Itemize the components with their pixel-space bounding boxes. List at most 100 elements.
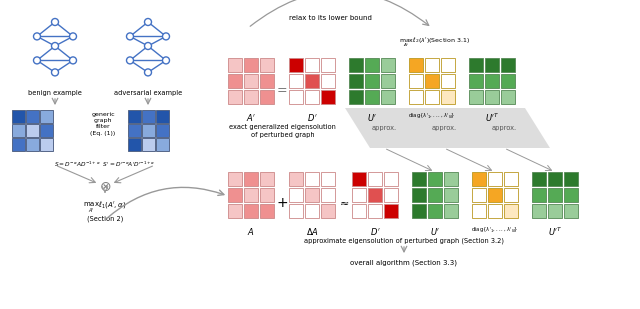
Bar: [260, 204, 274, 218]
Bar: [228, 58, 242, 72]
Bar: [260, 172, 274, 186]
Bar: [564, 188, 578, 202]
Bar: [156, 124, 169, 137]
Text: $\max_{A'}\ell_2(\lambda')$(Section 3.1): $\max_{A'}\ell_2(\lambda')$(Section 3.1): [399, 35, 469, 49]
Bar: [412, 188, 426, 202]
Bar: [260, 90, 274, 104]
Bar: [305, 58, 319, 72]
Bar: [305, 90, 319, 104]
Bar: [142, 124, 155, 137]
Bar: [228, 204, 242, 218]
Circle shape: [145, 19, 152, 26]
Bar: [365, 74, 379, 88]
Bar: [12, 138, 25, 151]
Bar: [128, 110, 141, 123]
Bar: [349, 74, 363, 88]
Bar: [289, 74, 303, 88]
Circle shape: [163, 33, 170, 40]
Bar: [321, 90, 335, 104]
Bar: [352, 204, 366, 218]
Bar: [321, 74, 335, 88]
Bar: [142, 138, 155, 151]
Circle shape: [163, 57, 170, 64]
Text: $U'$: $U'$: [430, 226, 440, 237]
Bar: [40, 110, 53, 123]
Circle shape: [51, 43, 58, 49]
Text: $D'$: $D'$: [370, 226, 380, 237]
Bar: [142, 110, 155, 123]
Circle shape: [33, 57, 40, 64]
Text: $S=D^{-\alpha}AD^{-1+\alpha}$  $S'=D'^{-\alpha}A'D'^{-1+\alpha}$: $S=D^{-\alpha}AD^{-1+\alpha}$ $S'=D'^{-\…: [54, 160, 156, 169]
Bar: [228, 172, 242, 186]
Bar: [412, 204, 426, 218]
Bar: [244, 188, 258, 202]
Bar: [428, 188, 442, 202]
Circle shape: [127, 33, 134, 40]
Bar: [228, 90, 242, 104]
Text: $A'$: $A'$: [246, 112, 256, 123]
Bar: [425, 74, 439, 88]
Bar: [384, 204, 398, 218]
Bar: [425, 90, 439, 104]
Bar: [349, 90, 363, 104]
Text: $U'^T$: $U'^T$: [548, 226, 563, 239]
Bar: [501, 58, 515, 72]
Circle shape: [145, 43, 152, 49]
Bar: [244, 58, 258, 72]
Bar: [321, 58, 335, 72]
Bar: [40, 138, 53, 151]
Bar: [321, 204, 335, 218]
Bar: [409, 74, 423, 88]
Circle shape: [51, 69, 58, 76]
Bar: [504, 204, 518, 218]
Bar: [409, 58, 423, 72]
Text: $\approx$: $\approx$: [337, 198, 349, 208]
Text: generic
graph
filter
(Eq. (1)): generic graph filter (Eq. (1)): [90, 112, 116, 136]
Text: $\max_{A'}\ell_1(A',\alpha)$: $\max_{A'}\ell_1(A',\alpha)$: [83, 200, 127, 215]
Text: $+$: $+$: [276, 196, 288, 210]
Bar: [485, 74, 499, 88]
Bar: [532, 188, 546, 202]
Bar: [321, 172, 335, 186]
Text: $U'$: $U'$: [367, 112, 377, 123]
Bar: [441, 58, 455, 72]
Bar: [409, 90, 423, 104]
Bar: [244, 74, 258, 88]
Circle shape: [70, 33, 77, 40]
Bar: [260, 74, 274, 88]
Bar: [305, 74, 319, 88]
Bar: [444, 204, 458, 218]
Text: approximate eigensolution of perturbed graph (Section 3.2): approximate eigensolution of perturbed g…: [304, 238, 504, 244]
Bar: [260, 188, 274, 202]
Bar: [289, 90, 303, 104]
Text: benign example: benign example: [28, 90, 82, 96]
Bar: [289, 188, 303, 202]
Bar: [532, 204, 546, 218]
Bar: [352, 172, 366, 186]
Bar: [564, 172, 578, 186]
Bar: [488, 172, 502, 186]
Bar: [305, 188, 319, 202]
Bar: [384, 172, 398, 186]
Circle shape: [51, 19, 58, 26]
Text: $\mathrm{diag}\{\lambda'_1,...,\lambda'_N\}$: $\mathrm{diag}\{\lambda'_1,...,\lambda'_…: [408, 112, 456, 121]
Bar: [469, 74, 483, 88]
Bar: [488, 188, 502, 202]
Bar: [365, 58, 379, 72]
Bar: [321, 188, 335, 202]
Text: approx.: approx.: [492, 125, 516, 131]
Bar: [381, 90, 395, 104]
Bar: [428, 204, 442, 218]
Bar: [128, 124, 141, 137]
Bar: [368, 172, 382, 186]
Bar: [244, 204, 258, 218]
Bar: [305, 172, 319, 186]
Bar: [441, 74, 455, 88]
Bar: [289, 58, 303, 72]
Bar: [469, 58, 483, 72]
Bar: [472, 172, 486, 186]
Bar: [368, 204, 382, 218]
Text: $A$: $A$: [247, 226, 255, 237]
Bar: [156, 110, 169, 123]
Circle shape: [145, 69, 152, 76]
